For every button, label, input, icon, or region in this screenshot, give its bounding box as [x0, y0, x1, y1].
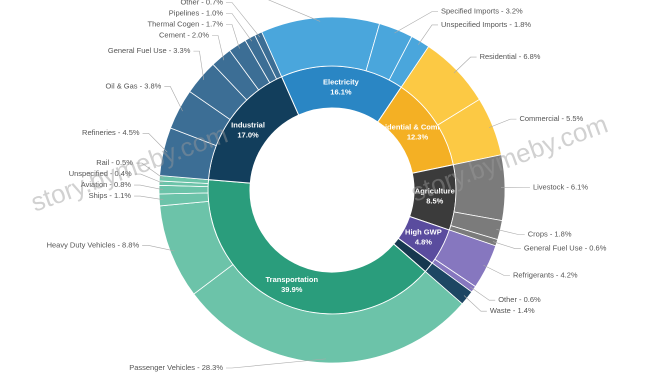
segment-label: Cement - 2.0% [159, 30, 209, 39]
segment-label: General Fuel Use - 3.3% [108, 46, 191, 55]
leader-line [226, 358, 326, 369]
leader-line [193, 50, 205, 81]
leader-line [488, 118, 517, 128]
segment-name: Industrial [231, 120, 265, 129]
leader-line [135, 162, 164, 179]
leader-line [496, 228, 525, 235]
segment-label: Unspecified Imports - 1.8% [441, 20, 531, 29]
segment-name: Residential & Commercial [371, 123, 464, 132]
segment-value: 8.5% [426, 196, 443, 205]
segment-label: Waste - 1.4% [490, 306, 535, 315]
segment-label: Refineries - 4.5% [82, 128, 140, 137]
segment-name: Agriculture [415, 186, 455, 195]
leader-line [492, 241, 521, 249]
segment-value: 12.3% [407, 133, 429, 142]
segment-value: 4.8% [415, 238, 432, 247]
segment-name: Electricity [323, 77, 360, 86]
leader-line [142, 245, 175, 252]
segment-label: Heavy Duty Vehicles - 8.8% [47, 240, 140, 249]
segment-value: 17.0% [237, 130, 259, 139]
segment-value: 39.9% [281, 285, 303, 294]
leader-line [142, 132, 168, 153]
segment-name: Transportation [266, 275, 319, 284]
segment-label: Aviation - 0.8% [81, 180, 132, 189]
segment-value: 16.1% [330, 87, 352, 96]
leader-line [268, 0, 321, 22]
segment-label: Other - 0.6% [498, 295, 541, 304]
leader-line [394, 11, 438, 34]
segment-label: Residential - 6.8% [480, 52, 541, 61]
segment-label: Commercial - 5.5% [519, 114, 583, 123]
leader-line [134, 173, 164, 184]
segment-label: Specified Imports - 3.2% [441, 7, 523, 16]
leader-line [418, 24, 438, 45]
segment-label: Livestock - 6.1% [533, 182, 588, 191]
labels: Unallocated Generation - 11.1%Specified … [47, 0, 607, 372]
segment-label: Ships - 1.1% [89, 191, 132, 200]
segment-label: General Fuel Use - 0.6% [524, 244, 607, 253]
leader-line [212, 35, 225, 61]
outer-segment [193, 263, 463, 364]
leader-line [134, 184, 164, 190]
leader-line [226, 24, 240, 49]
leader-line [453, 56, 477, 74]
leader-line [470, 286, 496, 301]
leader-line [164, 86, 183, 112]
segment-label: Refrigerants - 4.2% [513, 270, 578, 279]
segment-label: Oil & Gas - 3.8% [105, 81, 161, 90]
leader-line [483, 264, 510, 276]
segment-label: Rail - 0.5% [96, 158, 133, 167]
leader-line [226, 13, 253, 42]
leader-line [226, 2, 261, 38]
segment-label: Unspecified - 0.4% [69, 169, 132, 178]
leader-line [463, 295, 487, 312]
leader-line [134, 195, 164, 201]
segment-label: Passenger Vehicles - 28.3% [129, 363, 223, 372]
segment-name: High GWP [405, 228, 442, 237]
segment-label: Thermal Cogen - 1.7% [148, 19, 224, 28]
segment-label: Crops - 1.8% [528, 230, 572, 239]
segment-label: Pipelines - 1.0% [169, 8, 224, 17]
segment-label: Other - 0.7% [180, 0, 223, 6]
